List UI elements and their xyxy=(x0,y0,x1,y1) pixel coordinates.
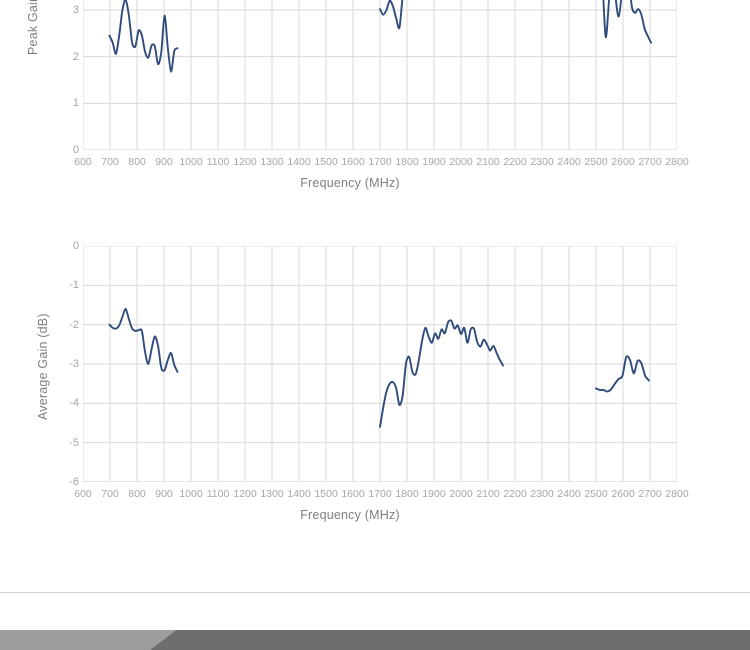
y-tick-label: 2 xyxy=(72,50,79,63)
x-tick-label: 1400 xyxy=(287,488,311,500)
x-tick-label: 900 xyxy=(155,156,173,168)
x-tick-label: 1900 xyxy=(422,156,446,168)
x-tick-label: 2800 xyxy=(665,156,689,168)
footer-decorative-band xyxy=(0,630,750,650)
x-tick-label: 2200 xyxy=(503,488,527,500)
peak-gain-plot-wrapper: Peak Gain (dB) 01234 6007008009001000110… xyxy=(0,0,700,190)
x-tick-label: 800 xyxy=(128,156,146,168)
average-gain-x-axis-title: Frequency (MHz) xyxy=(300,508,400,522)
x-tick-label: 1300 xyxy=(260,488,284,500)
x-tick-label: 1000 xyxy=(179,156,203,168)
x-tick-label: 1800 xyxy=(395,156,419,168)
x-tick-label: 900 xyxy=(155,488,173,500)
x-tick-label: 1600 xyxy=(341,156,365,168)
x-tick-label: 600 xyxy=(74,156,92,168)
x-tick-label: 2600 xyxy=(611,488,635,500)
x-tick-label: 1600 xyxy=(341,488,365,500)
average-gain-plot-wrapper: Average Gain (dB) 0 -1 -2 -3 -4 -5 -6 600 700 80… xyxy=(0,232,700,532)
x-tick-label: 1400 xyxy=(287,156,311,168)
peak-gain-x-axis-title: Frequency (MHz) xyxy=(300,176,400,190)
x-tick-label: 1700 xyxy=(368,488,392,500)
x-tick-label: 1200 xyxy=(233,488,257,500)
y-tick-label: -6 xyxy=(69,476,79,488)
y-tick-label: 0 xyxy=(72,144,79,156)
y-tick-label: 3 xyxy=(72,4,79,16)
x-tick-label: 1100 xyxy=(206,156,230,168)
peak-gain-y-axis-title: Peak Gain (dB) xyxy=(26,0,40,55)
footer-divider xyxy=(0,592,750,593)
x-tick-label: 1100 xyxy=(206,488,230,500)
series-line-mid-band xyxy=(379,319,505,428)
x-tick-label: 2800 xyxy=(665,488,689,500)
x-tick-label: 2100 xyxy=(476,156,500,168)
x-tick-label: 2500 xyxy=(584,488,608,500)
x-tick-label: 1800 xyxy=(395,488,419,500)
chart-peak-gain: Peak Gain (dB) 01234 6007008009001000110… xyxy=(0,0,700,190)
x-tick-label: 1700 xyxy=(368,156,392,168)
page-footer: www.advantech.com Page: 5/ xyxy=(0,593,750,628)
x-tick-label: 1500 xyxy=(314,488,338,500)
x-tick-label: 2000 xyxy=(449,488,473,500)
x-tick-label: 2500 xyxy=(584,156,608,168)
x-tick-label: 600 xyxy=(74,488,92,500)
x-tick-label: 2200 xyxy=(503,156,527,168)
x-tick-label: 2000 xyxy=(449,156,473,168)
peak-gain-svg xyxy=(83,0,677,150)
x-tick-label: 2700 xyxy=(638,156,662,168)
y-tick-label: -1 xyxy=(69,279,79,292)
peak-gain-plot-area xyxy=(83,0,677,150)
y-tick-label: 1 xyxy=(72,97,79,110)
series-line-low-band xyxy=(108,0,179,73)
x-tick-label: 2400 xyxy=(557,488,581,500)
x-tick-label: 700 xyxy=(101,156,119,168)
y-tick-label: -3 xyxy=(69,358,79,370)
x-tick-label: 1200 xyxy=(233,156,257,168)
average-gain-svg xyxy=(83,246,677,482)
x-tick-label: 1000 xyxy=(179,488,203,500)
chart-average-gain: Average Gain (dB) 0 -1 -2 -3 -4 -5 -6 600 700 80… xyxy=(0,232,700,532)
y-tick-label: -5 xyxy=(69,436,79,449)
footer-band-graphic xyxy=(0,630,750,650)
x-tick-label: 2300 xyxy=(530,488,554,500)
series-line-low-band xyxy=(108,307,179,373)
average-gain-plot-area xyxy=(83,246,677,482)
x-tick-label: 2100 xyxy=(476,488,500,500)
x-tick-label: 1300 xyxy=(260,156,284,168)
series-line-high-band xyxy=(595,355,650,393)
x-tick-label: 2600 xyxy=(611,156,635,168)
x-tick-label: 1500 xyxy=(314,156,338,168)
average-gain-y-axis-title: Average Gain (dB) xyxy=(36,313,50,421)
x-tick-label: 2700 xyxy=(638,488,662,500)
x-tick-label: 700 xyxy=(101,488,119,500)
series-line-high-band xyxy=(602,0,653,44)
x-tick-label: 1900 xyxy=(422,488,446,500)
y-tick-label: -4 xyxy=(69,397,79,410)
x-tick-label: 2300 xyxy=(530,156,554,168)
series-line-mid-band xyxy=(379,0,404,30)
y-tick-label: -2 xyxy=(69,318,79,331)
x-tick-label: 2400 xyxy=(557,156,581,168)
y-tick-label: 0 xyxy=(72,240,79,252)
x-tick-label: 800 xyxy=(128,488,146,500)
